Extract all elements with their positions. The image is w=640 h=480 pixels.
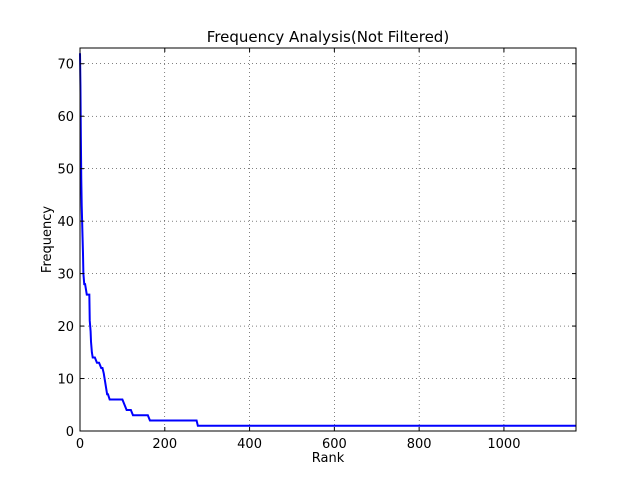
- chart-title: Frequency Analysis(Not Filtered): [207, 28, 449, 46]
- x-axis-label: Rank: [312, 451, 345, 466]
- x-tick-label: 800: [407, 437, 432, 452]
- y-axis-label: Frequency: [40, 206, 55, 273]
- axis-ticks: 0 200 400 600 800 1000 0 10 20 30 40 50 60 70: [57, 48, 576, 452]
- x-tick-label: 0: [76, 437, 84, 452]
- y-tick-label: 60: [57, 110, 74, 125]
- y-tick-label: 10: [57, 373, 74, 388]
- x-tick-label: 1000: [487, 437, 520, 452]
- x-tick-label: 600: [322, 437, 347, 452]
- plot-area: [80, 48, 576, 431]
- y-tick-label: 50: [57, 163, 74, 178]
- y-tick-label: 70: [57, 58, 74, 73]
- plot-frame: [79, 47, 577, 432]
- x-tick-label: 400: [237, 437, 262, 452]
- y-tick-label: 30: [57, 268, 74, 283]
- y-tick-label: 40: [57, 215, 74, 230]
- x-tick-label: 200: [152, 437, 177, 452]
- series-line: [79, 53, 576, 427]
- y-tick-label: 20: [57, 320, 74, 335]
- y-tick-label: 0: [66, 425, 74, 440]
